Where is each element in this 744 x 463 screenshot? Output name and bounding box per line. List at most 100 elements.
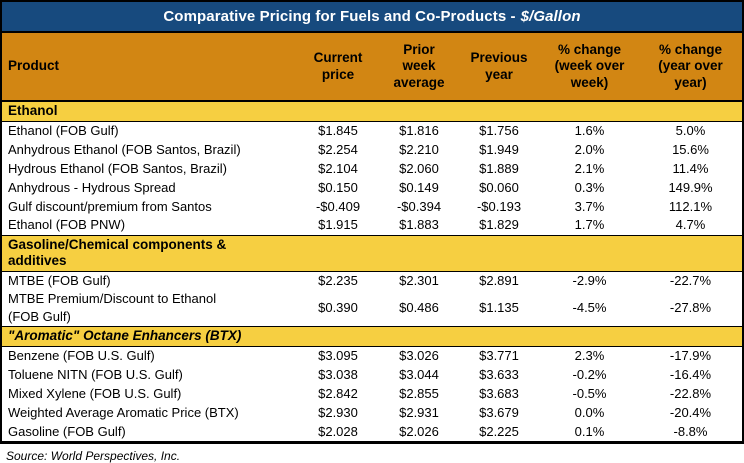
product-name: Hydrous Ethanol (FOB Santos, Brazil) <box>8 160 227 176</box>
value-cell: $3.095 <box>318 347 358 363</box>
product-name: Anhydrous - Hydrous Spread <box>8 179 176 195</box>
table-row: Gulf discount/premium from Santos -$0.409… <box>2 197 742 216</box>
table-row: Benzene (FOB U.S. Gulf) $3.095 $3.026 $3.77… <box>2 346 742 365</box>
value-cell: 2.0% <box>574 141 605 157</box>
product-name: Toluene NITN (FOB U.S. Gulf) <box>8 366 183 382</box>
value-cell: $2.060 <box>399 160 439 176</box>
value-cell: 4.7% <box>675 217 706 233</box>
column-header-pct-change-wow: % change (week over week) <box>540 33 639 102</box>
table-row: Weighted Average Aromatic Price (BTX) $2.… <box>2 403 742 422</box>
product-name: Gulf discount/premium from Santos <box>8 198 212 214</box>
section-label: Gasoline/Chemical components & additives <box>2 234 742 272</box>
value-cell: -4.5% <box>572 300 607 315</box>
value-cell: $1.949 <box>479 141 519 157</box>
value-cell: -22.8% <box>669 385 712 401</box>
product-name: Anhydrous Ethanol (FOB Santos, Brazil) <box>8 141 241 157</box>
section-header-row: Gasoline/Chemical components & additives <box>2 234 742 272</box>
section-label: "Aromatic" Octane Enhancers (BTX) <box>2 326 742 347</box>
value-cell: $2.301 <box>399 272 439 288</box>
value-cell: $0.486 <box>399 300 439 315</box>
value-cell: $1.135 <box>479 300 519 315</box>
value-cell: 0.0% <box>574 404 605 420</box>
table-title-unit: $/Gallon <box>520 8 581 25</box>
value-cell: $2.028 <box>318 423 358 439</box>
value-cell: 0.3% <box>574 179 605 195</box>
column-header-current-price: Current price <box>296 33 380 102</box>
value-cell: -17.9% <box>669 347 712 363</box>
value-cell: -20.4% <box>669 404 712 420</box>
table-title: Comparative Pricing for Fuels and Co-Pro… <box>163 8 516 25</box>
value-cell: $3.038 <box>318 366 358 382</box>
value-cell: 1.6% <box>574 122 605 138</box>
value-cell: $2.842 <box>318 385 358 401</box>
value-cell: $2.210 <box>399 141 439 157</box>
value-cell: $0.060 <box>479 179 519 195</box>
table-row: Mixed Xylene (FOB U.S. Gulf) $2.842 $2.855… <box>2 384 742 403</box>
section-header-row: Ethanol <box>2 100 742 122</box>
column-header-pct-change-yoy: % change (year over year) <box>639 33 742 102</box>
header-row: Product Current price Prior week average… <box>2 33 742 102</box>
value-cell: $2.235 <box>318 272 358 288</box>
value-cell: $3.044 <box>399 366 439 382</box>
value-cell: $2.026 <box>399 423 439 439</box>
value-cell: $2.225 <box>479 423 519 439</box>
value-cell: $1.816 <box>399 122 439 138</box>
value-cell: $3.771 <box>479 347 519 363</box>
value-cell: $0.390 <box>318 300 358 315</box>
value-cell: -22.7% <box>669 272 712 288</box>
table-header: Product Current price Prior week average… <box>2 33 742 102</box>
value-cell: 5.0% <box>675 122 706 138</box>
source-note: Source: World Perspectives, Inc. <box>6 449 181 463</box>
value-cell: 11.4% <box>672 160 709 176</box>
value-cell: $2.931 <box>399 404 439 420</box>
value-cell: 2.3% <box>574 347 605 363</box>
value-cell: $3.026 <box>399 347 439 363</box>
value-cell: $3.679 <box>479 404 519 420</box>
product-name: Ethanol (FOB PNW) <box>8 217 126 233</box>
value-cell: 2.1% <box>574 160 605 176</box>
table-title-bar: Comparative Pricing for Fuels and Co-Pro… <box>2 2 742 33</box>
pricing-table: Product Current price Prior week average… <box>2 33 742 441</box>
table-row: Anhydrous Ethanol (FOB Santos, Brazil) $2… <box>2 140 742 159</box>
value-cell: $1.889 <box>479 160 519 176</box>
value-cell: -$0.394 <box>396 198 442 214</box>
value-cell: 112.1% <box>668 198 713 214</box>
column-header-prior-week-average: Prior week average <box>380 33 458 102</box>
value-cell: 0.1% <box>574 423 605 439</box>
table-body: Ethanol Ethanol (FOB Gulf) $1.845 $1.816 $1.… <box>2 100 742 441</box>
product-name: MTBE (FOB Gulf) <box>8 272 111 288</box>
table-row: MTBE Premium/Discount to Ethanol (FOB Gu… <box>2 290 742 327</box>
table-row: Anhydrous - Hydrous Spread $0.150 $0.149 $0… <box>2 178 742 197</box>
pricing-table-figure: Comparative Pricing for Fuels and Co-Pro… <box>0 0 744 444</box>
value-cell: $3.683 <box>479 385 519 401</box>
value-cell: $1.845 <box>318 122 358 138</box>
table-row: MTBE (FOB Gulf) $2.235 $2.301 $2.891 -2.9% -2… <box>2 271 742 290</box>
value-cell: 149.9% <box>668 179 713 195</box>
column-header-product: Product <box>2 33 296 102</box>
value-cell: 3.7% <box>574 198 605 214</box>
product-name: Mixed Xylene (FOB U.S. Gulf) <box>8 385 182 401</box>
value-cell: $2.855 <box>399 385 439 401</box>
value-cell: $2.254 <box>318 141 358 157</box>
value-cell: $1.915 <box>318 217 358 233</box>
value-cell: 15.6% <box>672 141 709 157</box>
value-cell: $2.104 <box>318 160 358 176</box>
product-name: Weighted Average Aromatic Price (BTX) <box>8 404 239 420</box>
section-header-row: "Aromatic" Octane Enhancers (BTX) <box>2 326 742 347</box>
column-header-previous-year: Previous year <box>458 33 540 102</box>
value-cell: $2.930 <box>318 404 358 420</box>
value-cell: $1.756 <box>479 122 519 138</box>
value-cell: -$0.193 <box>476 198 522 214</box>
table-row: Hydrous Ethanol (FOB Santos, Brazil) $2.1… <box>2 159 742 178</box>
value-cell: 1.7% <box>574 217 605 233</box>
table-row: Gasoline (FOB Gulf) $2.028 $2.026 $2.225 0.1… <box>2 422 742 441</box>
table-row: Ethanol (FOB PNW) $1.915 $1.883 $1.829 1.7% 4… <box>2 216 742 235</box>
value-cell: $0.149 <box>399 179 439 195</box>
value-cell: -0.5% <box>572 385 607 401</box>
product-name: Ethanol (FOB Gulf) <box>8 122 119 138</box>
table-row: Toluene NITN (FOB U.S. Gulf) $3.038 $3.044… <box>2 365 742 384</box>
value-cell: $2.891 <box>479 272 519 288</box>
section-label: Ethanol <box>2 100 742 122</box>
value-cell: -8.8% <box>673 423 708 439</box>
value-cell: $1.829 <box>479 217 519 233</box>
